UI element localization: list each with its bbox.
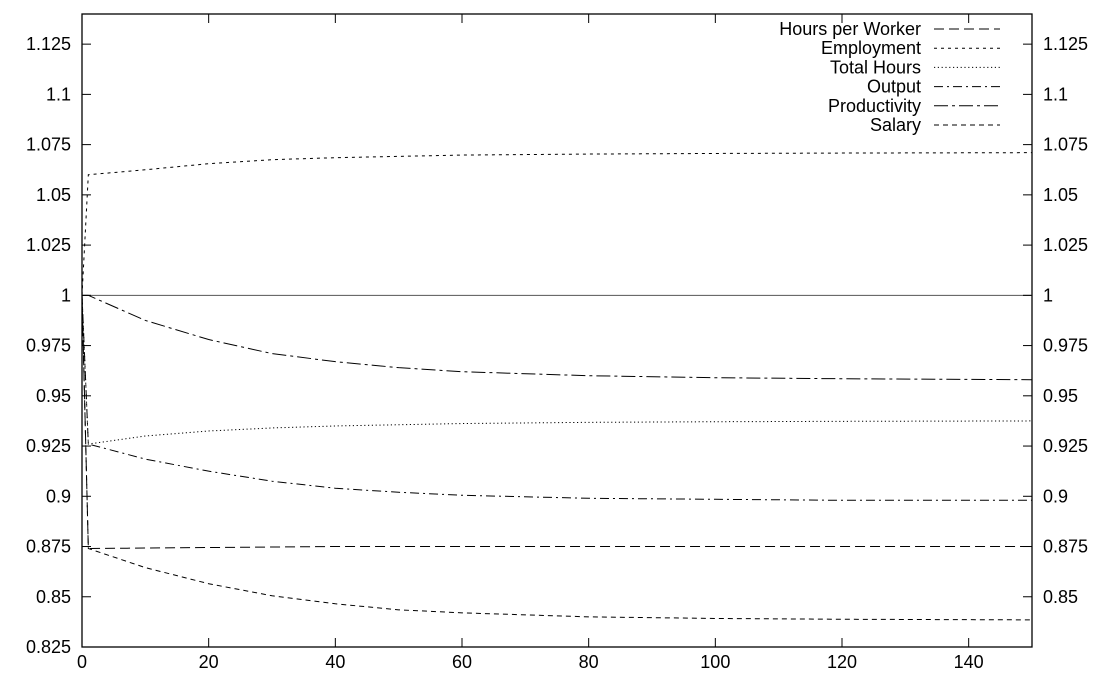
legend-label: Total Hours <box>830 57 921 77</box>
y-tick-label-right: 0.875 <box>1043 537 1088 557</box>
legend-label: Salary <box>870 115 921 135</box>
y-tick-label-right: 1.05 <box>1043 185 1078 205</box>
y-tick-label-left: 0.975 <box>26 336 71 356</box>
y-tick-label-left: 0.9 <box>46 486 71 506</box>
y-tick-label-right: 1.075 <box>1043 135 1088 155</box>
y-tick-label-right: 0.95 <box>1043 386 1078 406</box>
series-line-productivity <box>82 294 1033 381</box>
y-tick-label-left: 1 <box>61 285 71 305</box>
y-tick-label-left: 1.1 <box>46 84 71 104</box>
x-tick-label: 80 <box>579 652 599 672</box>
series-line-hours-per-worker <box>81 295 1032 550</box>
x-tick-label: 20 <box>199 652 219 672</box>
series-line-total-hours <box>81 295 1033 445</box>
series-line-salary <box>81 295 1033 621</box>
legend-label: Employment <box>821 38 921 58</box>
y-tick-label-right: 1.1 <box>1043 84 1068 104</box>
y-tick-label-right: 1.025 <box>1043 235 1088 255</box>
y-tick-label-left: 0.925 <box>26 436 71 456</box>
legend-label: Hours per Worker <box>779 19 921 39</box>
plot-area: 0 20 40 60 80 100 120 140 0.825 0.85 0.875 0.9 0.925… <box>26 13 1088 672</box>
y-tick-label-right: 1.125 <box>1043 34 1088 54</box>
x-tick-label: 100 <box>700 652 730 672</box>
x-tick-label: 0 <box>77 652 87 672</box>
y-tick-label-left: 1.075 <box>26 135 71 155</box>
y-tick-label-left: 0.85 <box>36 587 71 607</box>
x-tick-label: 140 <box>954 652 984 672</box>
legend-label: Output <box>867 77 921 97</box>
y-tick-label-left: 1.125 <box>26 34 71 54</box>
legend-label: Productivity <box>828 96 921 116</box>
y-tick-label-right: 1 <box>1043 285 1053 305</box>
y-tick-label-right: 0.975 <box>1043 336 1088 356</box>
y-tick-label-right: 0.925 <box>1043 436 1088 456</box>
x-tick-label: 120 <box>827 652 857 672</box>
y-tick-label-left: 1.025 <box>26 235 71 255</box>
y-tick-label-right: 0.9 <box>1043 486 1068 506</box>
plot-frame <box>81 13 1033 648</box>
y-tick-label-left: 0.875 <box>26 537 71 557</box>
y-tick-label-right: 0.85 <box>1043 587 1078 607</box>
series-line-output <box>81 295 1032 501</box>
y-tick-label-left: 0.95 <box>36 386 71 406</box>
y-tick-label-left: 1.05 <box>36 185 71 205</box>
x-tick-label: 40 <box>325 652 345 672</box>
y-tick-label-left: 0.825 <box>26 637 71 657</box>
x-tick-label: 60 <box>452 652 472 672</box>
series-line-employment <box>81 152 1033 296</box>
